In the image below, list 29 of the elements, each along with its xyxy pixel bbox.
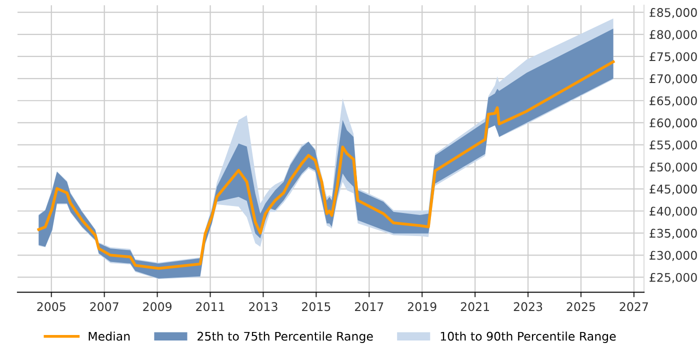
y-tick-label: £50,000 <box>650 162 697 173</box>
y-tick-label: £80,000 <box>650 30 697 40</box>
y-tick-label: £40,000 <box>650 206 697 217</box>
y-tick-label: £85,000 <box>650 8 697 18</box>
y-tick-label: £35,000 <box>650 228 697 239</box>
x-tick-label: 2019 <box>408 302 436 312</box>
x-tick-label: 2007 <box>90 302 118 312</box>
legend-label: 10th to 90th Percentile Range <box>440 332 616 343</box>
legend-label: 25th to 75th Percentile Range <box>198 332 373 343</box>
x-tick-label: 2015 <box>302 302 330 312</box>
y-tick-label: £45,000 <box>650 184 697 195</box>
x-tick-label: 2025 <box>566 302 595 312</box>
y-tick-label: £55,000 <box>650 140 697 151</box>
y-tick-label: £30,000 <box>650 250 697 262</box>
x-tick-label: 2009 <box>143 302 172 312</box>
line-series <box>37 60 615 270</box>
x-tick-label: 2023 <box>514 302 542 312</box>
y-tick-label: £70,000 <box>650 74 697 84</box>
y-tick-label: £60,000 <box>650 118 697 129</box>
y-tick-label: £25,000 <box>650 272 697 284</box>
x-tick-label: 2005 <box>37 302 66 312</box>
x-tick-label: 2011 <box>196 302 224 312</box>
y-tick-label: £65,000 <box>650 96 697 106</box>
x-tick-label: 2017 <box>354 302 384 312</box>
x-tick-label: 2021 <box>460 302 489 312</box>
y-tick-label: £75,000 <box>650 52 697 62</box>
x-tick-label: 2027 <box>620 302 648 312</box>
x-tick-label: 2013 <box>249 302 278 312</box>
legend-label: Median <box>88 332 130 341</box>
